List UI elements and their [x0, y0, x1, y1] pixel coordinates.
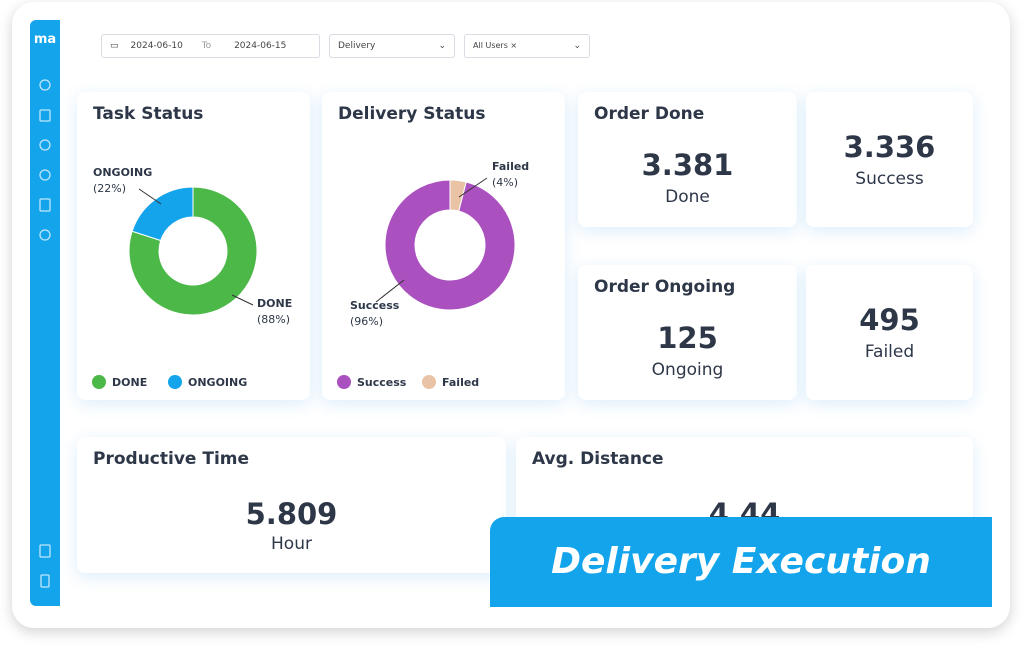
legend-label: Failed — [442, 376, 479, 389]
kpi-unit: Ongoing — [651, 360, 724, 380]
slice-name: ONGOING — [93, 166, 152, 179]
card-title: Delivery Status — [338, 104, 486, 124]
slice-label: (96%) — [350, 315, 383, 328]
slice-label: (4%) — [492, 176, 518, 189]
kpi-card: Order Ongoing 125 Ongoing — [578, 265, 797, 400]
icon[interactable] — [39, 109, 51, 122]
icon[interactable] — [39, 139, 51, 151]
sidebar: ma — [30, 20, 60, 606]
icon[interactable] — [39, 198, 51, 212]
task-status-card: Task Status DONE (88%) DONE ONGOING (22%) ONG… — [77, 92, 310, 400]
legend-label: Success — [357, 376, 407, 389]
donut-slice — [384, 179, 516, 311]
kpi-unit: Failed — [864, 342, 915, 362]
card-title: Task Status — [93, 104, 204, 124]
icon[interactable] — [39, 169, 51, 181]
kpi-value: 5.809 — [245, 497, 338, 531]
slice-label: (88%) — [257, 313, 290, 326]
legend-label: ONGOING — [188, 376, 247, 389]
users-tag: All Users — [473, 41, 508, 50]
kpi-unit: Success — [855, 169, 924, 189]
type-value: Delivery — [338, 41, 376, 51]
donut-slice — [131, 186, 194, 242]
icon[interactable] — [39, 79, 51, 91]
date-from: 2024-06-10 — [130, 41, 183, 51]
legend-swatch — [92, 375, 106, 389]
kpi-card: Productive Time 5.809 Hour — [77, 437, 506, 573]
card-title: Avg. Distance — [532, 449, 664, 469]
kpi-value: 3.336 — [843, 130, 936, 164]
card-title: Order Done — [594, 104, 705, 124]
icon[interactable] — [39, 229, 51, 241]
date-to: 2024-06-15 — [234, 41, 287, 51]
slice-name: DONE — [257, 297, 292, 310]
donut-slice — [128, 186, 258, 316]
donut-chart: Success (96%) Success Failed (4%) Failed — [337, 160, 529, 389]
leader-line — [231, 294, 254, 306]
leader-line — [375, 279, 405, 303]
icon[interactable] — [40, 574, 50, 588]
sidebar-icons — [39, 79, 51, 588]
kpi-unit: Hour — [271, 534, 312, 554]
kpi-card: 495 Failed — [806, 265, 973, 400]
kpi-value: 3.381 — [641, 148, 734, 182]
users-filter[interactable]: All Users × ⌄ — [464, 34, 590, 58]
kpi-unit: Done — [665, 187, 710, 207]
type-filter[interactable]: Delivery ⌄ — [329, 34, 455, 58]
date-filter[interactable]: ▭ 2024-06-10 To 2024-06-15 — [101, 34, 320, 58]
kpi-card: 3.336 Success — [806, 92, 973, 227]
card-title: Productive Time — [93, 449, 250, 469]
donut-slice — [449, 179, 467, 212]
slice-name: Failed — [492, 160, 529, 173]
kpi-value: 125 — [657, 321, 718, 355]
leader-line — [138, 188, 162, 205]
delivery-status-card: Delivery Status Success (96%) Success Faile… — [322, 92, 565, 400]
banner: Delivery Execution — [490, 517, 992, 607]
kpi-value: 495 — [859, 303, 920, 337]
legend-swatch — [168, 375, 182, 389]
kpi-card: Order Done 3.381 Done — [578, 92, 797, 227]
icon[interactable] — [39, 544, 51, 558]
date-separator: To — [201, 41, 212, 51]
brand: ma — [33, 32, 57, 47]
legend-swatch — [337, 375, 351, 389]
leader-line — [458, 177, 488, 198]
card-title: Order Ongoing — [594, 277, 736, 297]
slice-label: (22%) — [93, 182, 126, 195]
legend-label: DONE — [112, 376, 147, 389]
slice-name: Success — [350, 299, 400, 312]
donut-chart: DONE (88%) DONE ONGOING (22%) ONGOING — [92, 166, 292, 389]
legend-swatch — [422, 375, 436, 389]
